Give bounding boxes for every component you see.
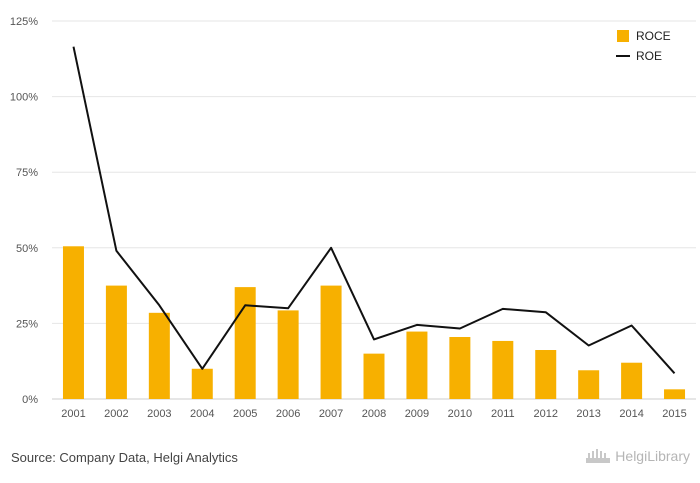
roce-bar (492, 340, 514, 399)
roce-bars (62, 246, 686, 399)
x-tick-label: 2001 (61, 408, 85, 420)
x-axis: 2001 2002 2003 2004 2005 2006 2007 2008 2009 2010… (61, 408, 687, 420)
y-tick-label: 0% (22, 394, 38, 406)
source-note: Source: Company Data, Helgi Analytics (11, 450, 238, 465)
x-tick-label: 2009 (405, 408, 429, 420)
roce-bar (234, 287, 256, 399)
x-tick-label: 2012 (533, 408, 557, 420)
roce-bar (191, 368, 213, 399)
chart: 0% 25% 50% 75% 100% 125% 2001 2002 2003 2004 2005… (10, 16, 696, 420)
helgi-library-logo: HelgiLibrary (585, 448, 690, 464)
library-logo-icon (586, 449, 611, 463)
x-tick-label: 2003 (147, 408, 171, 420)
roce-bar (406, 331, 428, 399)
legend: ROCE ROE (616, 29, 671, 63)
x-tick-label: 2005 (233, 408, 257, 420)
y-tick-label: 75% (16, 167, 38, 179)
x-tick-label: 2014 (619, 408, 643, 420)
x-tick-label: 2008 (362, 408, 386, 420)
legend-roce-label: ROCE (636, 29, 671, 43)
logo-text: HelgiLibrary (615, 448, 690, 464)
y-axis: 0% 25% 50% 75% 100% 125% (10, 16, 38, 406)
x-tick-label: 2004 (190, 408, 214, 420)
legend-roce-swatch (617, 30, 629, 42)
roce-bar (62, 246, 84, 399)
y-tick-label: 25% (16, 318, 38, 330)
roce-bar (535, 350, 557, 399)
y-tick-label: 125% (10, 16, 38, 28)
x-tick-label: 2006 (276, 408, 300, 420)
roce-bar (277, 310, 299, 399)
x-tick-label: 2002 (104, 408, 128, 420)
x-tick-label: 2007 (319, 408, 343, 420)
roce-bar (148, 312, 170, 399)
gridlines (52, 20, 696, 400)
roce-bar (621, 362, 643, 399)
roce-bar (363, 353, 385, 399)
x-tick-label: 2010 (448, 408, 472, 420)
legend-roe-label: ROE (636, 49, 662, 63)
y-tick-label: 100% (10, 92, 38, 104)
roce-bar (664, 389, 686, 399)
roe-line (72, 46, 676, 374)
x-tick-label: 2013 (576, 408, 600, 420)
x-tick-label: 2011 (491, 408, 515, 420)
roce-bar (320, 285, 342, 399)
y-tick-label: 50% (16, 243, 38, 255)
roce-bar (578, 370, 600, 399)
x-tick-label: 2015 (662, 408, 686, 420)
roce-bar (105, 285, 127, 399)
roce-bar (449, 337, 471, 399)
